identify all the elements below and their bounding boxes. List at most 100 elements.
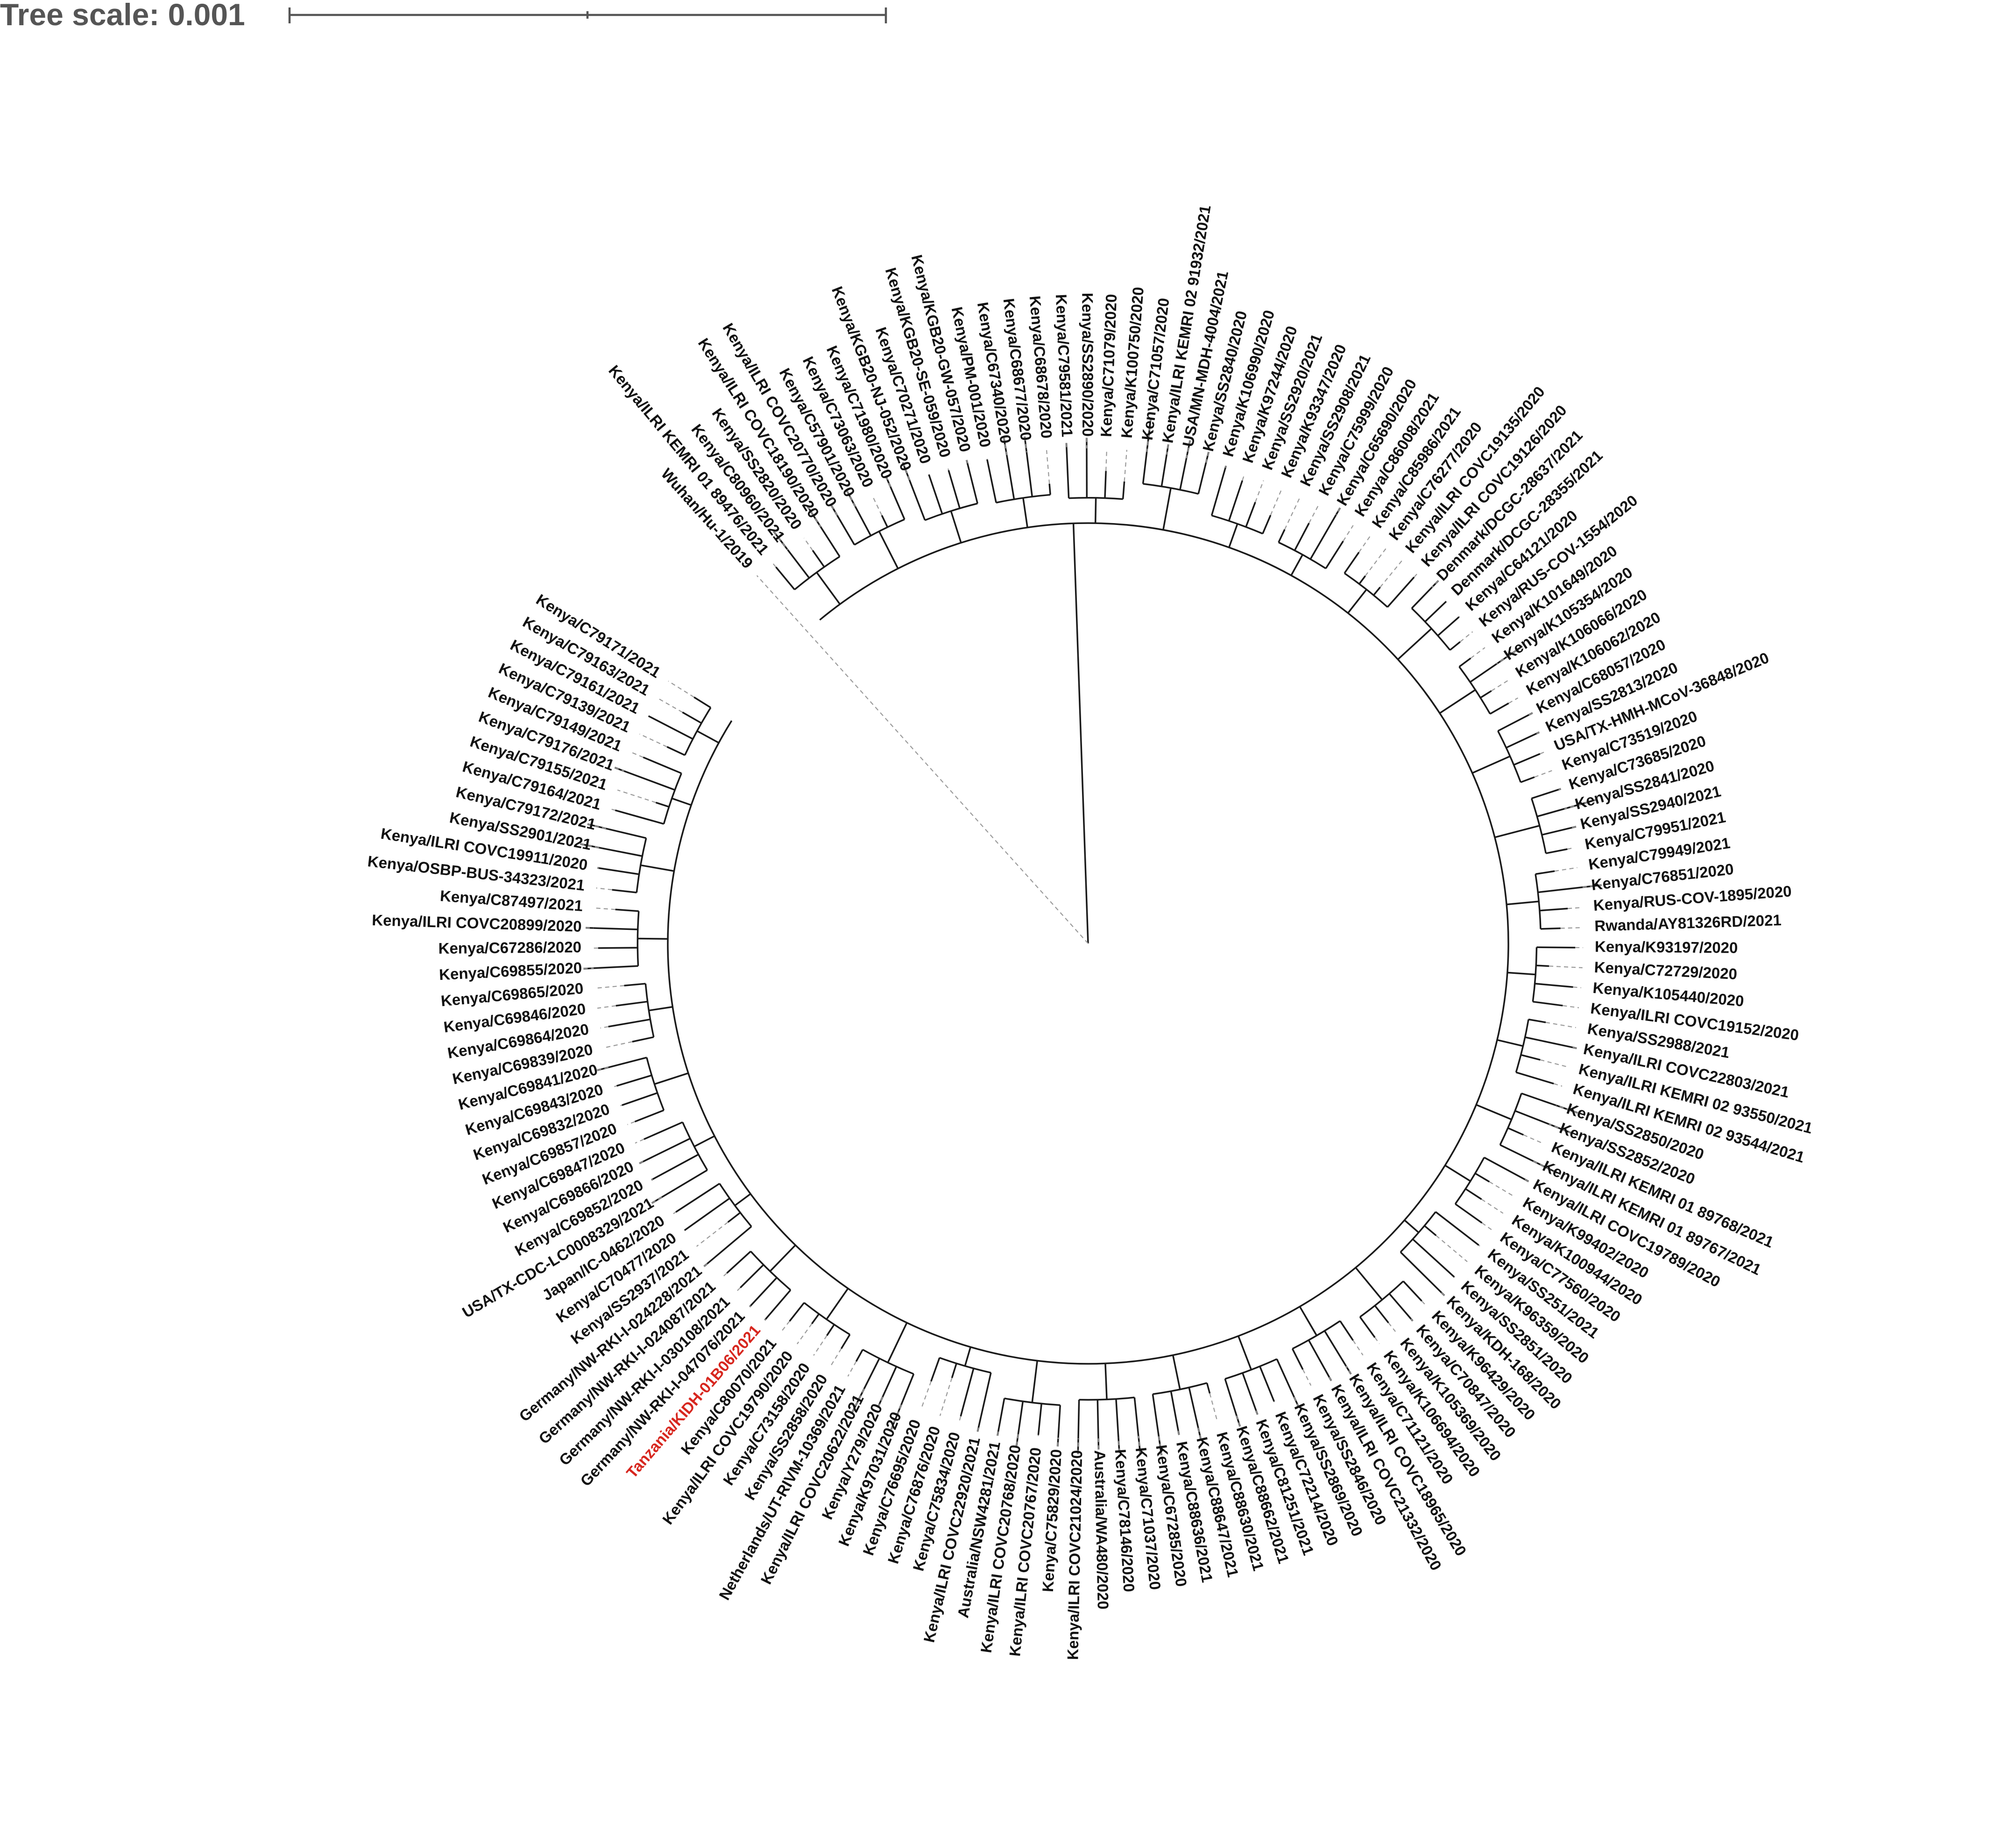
leaf-branch [997,1398,1005,1436]
leaf-branch [855,1349,863,1362]
leaf-guide [1478,1245,1480,1247]
leaf-guide [631,751,644,758]
leaf-guide [966,460,968,464]
leaf-guide [1540,1059,1568,1068]
leaf-branch [1531,788,1561,800]
clade-stem [1497,1039,1523,1047]
leaf-guide [1481,1222,1493,1231]
leaf-guide [1489,1181,1514,1197]
leaf-guide [1554,867,1577,872]
leaf-guide [1414,573,1418,578]
leaf-label: Kenya/C71079/2020 [1097,294,1120,438]
clade-stem [1299,1306,1318,1336]
leaf-guide [1255,1409,1258,1415]
leaf-guide [1481,1198,1504,1214]
leaf-guide [1352,1340,1364,1356]
clade-stem [1471,755,1511,774]
leaf-branch [1358,575,1366,585]
leaf-guide [1358,536,1371,553]
leaf-label: Kenya/C72729/2020 [1594,958,1738,983]
leaf-guide [997,1430,999,1436]
clade-stem [654,1072,689,1085]
leaf-branch [775,567,795,590]
leaf-guide [939,1377,953,1416]
leaf-guide [604,1041,633,1049]
clade-stem [1494,825,1540,838]
leaf-guide [1580,884,1602,888]
leaf-guide [1527,712,1533,716]
leaf-branch [597,867,639,875]
leaf-guide [1374,1337,1380,1344]
leaf-guide [1523,1178,1529,1182]
leaf-branch [703,1226,752,1267]
leaf-guide [797,1323,813,1345]
clade-stem [696,730,720,744]
leaf-guide [600,1026,608,1029]
leaf-branch [1506,731,1540,749]
leaf-branch [749,1277,778,1308]
leaf-branch [615,908,639,912]
leaf-guide [1024,436,1027,453]
leaf-branch [1535,983,1573,988]
leaf-branch [1539,907,1568,912]
leaf-guide [1379,560,1402,588]
leaf-guide [596,887,612,891]
clade-stem [1397,628,1432,660]
leaf-guide [780,1321,790,1333]
leaf-guide [658,698,683,713]
leaf-guide [1158,1433,1162,1456]
leaf-branch [948,470,961,509]
leaf-guide [1508,697,1519,704]
leaf-branch [960,1368,975,1417]
leaf-guide [851,1385,866,1413]
leaf-guide [1284,496,1301,530]
leaf-guide [803,538,813,551]
clade-stem [1228,523,1238,548]
leaf-guide [831,505,838,517]
leaf-guide [1003,437,1007,455]
leaf-guide [1046,450,1050,484]
leaf-branch [930,1357,941,1382]
leaf-label: Rwanda/AY81326RD/2021 [1594,911,1782,935]
clade-stem [1347,589,1367,614]
leaf-guide [1343,525,1354,542]
leaf-branch [1228,480,1243,521]
leaf-label: Kenya/C67286/2020 [438,938,581,957]
leaf-branch [789,1302,805,1322]
clade-stem [964,1347,971,1367]
leaf-guide [614,767,624,772]
leaf-label: Kenya/C78146/2020 [1112,1449,1138,1593]
clade-stem [1355,1267,1383,1300]
leaf-branch [1104,471,1107,498]
leaf-guide [813,1335,828,1356]
leaf-branch [1536,946,1576,949]
leaf-branch [1542,826,1577,836]
leaf-guide [1309,505,1319,524]
leaf-branch [885,475,905,520]
leaf-branch [1533,1000,1563,1007]
leaf-guide [977,1426,980,1432]
leaf-branch [666,746,686,756]
leaf-guide [959,1416,962,1422]
leaf-guide [587,823,607,829]
leaf-branch [1484,1156,1529,1183]
leaf-branch [1197,452,1210,494]
leaf-branch [1278,529,1286,543]
leaf-label: Kenya/C75829/2020 [1039,1449,1065,1593]
leaf-guide [806,505,821,527]
leaf-branch [986,459,997,503]
leaf-branch [1411,580,1439,609]
leaf-branch [1242,1373,1259,1415]
leaf-guide [1410,1318,1414,1321]
leaf-branch [614,766,675,791]
leaf-guide [1568,907,1582,909]
leaf-branch [830,505,856,546]
leaf-guide [1536,731,1540,734]
leaf-branch [693,696,711,709]
leaf-branch [634,1109,665,1123]
tree-scale: Tree scale: 0.001 [0,0,887,32]
leaf-branch [616,1074,652,1087]
leaf-branch [655,801,670,808]
leaf-branch [1521,1054,1541,1061]
leaf-branch [1525,1036,1577,1049]
